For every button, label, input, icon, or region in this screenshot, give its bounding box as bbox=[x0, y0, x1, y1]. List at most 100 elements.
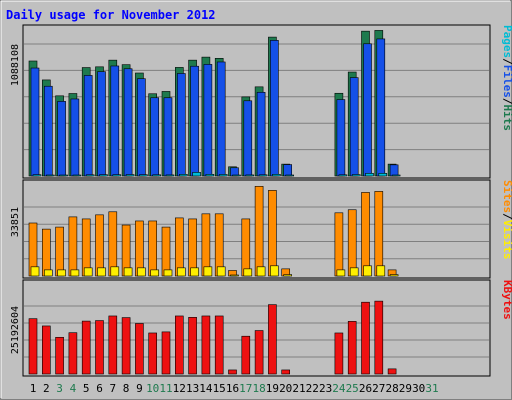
day-label: 17 bbox=[239, 382, 252, 395]
day-label: 16 bbox=[226, 382, 239, 395]
panel-visits: 33851 Sites/Visits bbox=[10, 179, 512, 279]
max-value-label: 25192604 bbox=[10, 306, 21, 354]
day-label: 18 bbox=[252, 382, 265, 395]
bar-files-6 bbox=[97, 71, 106, 177]
bar-kbytes-6 bbox=[95, 320, 104, 375]
bar-files-25 bbox=[349, 77, 359, 177]
bar-sites-2 bbox=[43, 269, 53, 277]
bar-sites-28 bbox=[389, 274, 399, 277]
bar-pages-7 bbox=[112, 174, 122, 177]
day-label: 27 bbox=[372, 382, 385, 395]
day-label: 20 bbox=[279, 382, 292, 395]
bar-kbytes-24 bbox=[334, 332, 344, 375]
day-label: 13 bbox=[186, 382, 199, 395]
bar-pages-12 bbox=[179, 174, 188, 177]
day-label: 29 bbox=[399, 382, 412, 395]
bar-pages-8 bbox=[125, 174, 135, 177]
day-label: 11 bbox=[159, 382, 172, 395]
bar-pages-13 bbox=[192, 172, 201, 177]
bar-kbytes-27 bbox=[374, 300, 384, 375]
bar-sites-8 bbox=[123, 267, 133, 277]
bar-visits-27 bbox=[374, 191, 384, 277]
bar-sites-18 bbox=[256, 266, 266, 277]
side-label-part: / bbox=[501, 98, 512, 105]
side-label-part: Files bbox=[501, 65, 512, 98]
bar-kbytes-14 bbox=[201, 315, 211, 375]
bar-visits-6 bbox=[95, 214, 104, 277]
side-label-part: / bbox=[501, 58, 512, 65]
day-label: 26 bbox=[359, 382, 372, 395]
day-label: 31 bbox=[425, 382, 438, 395]
bar-kbytes-20 bbox=[281, 369, 291, 375]
bar-kbytes-4 bbox=[68, 332, 78, 375]
bar-visits-5 bbox=[81, 218, 91, 277]
bar-kbytes-18 bbox=[254, 330, 264, 375]
bar-files-2 bbox=[43, 85, 53, 177]
bar-files-28 bbox=[389, 164, 399, 177]
day-label: 23 bbox=[319, 382, 332, 395]
bar-files-8 bbox=[123, 68, 133, 177]
day-label: 25 bbox=[346, 382, 359, 395]
bar-files-7 bbox=[110, 65, 120, 177]
bar-kbytes-26 bbox=[361, 301, 370, 375]
bar-visits-26 bbox=[361, 192, 370, 277]
bar-kbytes-5 bbox=[81, 320, 91, 375]
bar-kbytes-2 bbox=[41, 325, 51, 375]
day-label: 9 bbox=[136, 382, 143, 395]
bar-pages-17 bbox=[245, 174, 255, 177]
bar-files-3 bbox=[57, 101, 66, 177]
bar-pages-1 bbox=[32, 174, 42, 177]
bar-sites-13 bbox=[190, 267, 199, 277]
bar-visits-10 bbox=[148, 220, 157, 277]
bar-kbytes-13 bbox=[188, 317, 197, 375]
bar-files-17 bbox=[243, 100, 253, 177]
bar-pages-9 bbox=[139, 174, 148, 177]
bar-pages-20 bbox=[285, 174, 295, 177]
bar-visits-17 bbox=[241, 218, 251, 277]
side-label-part: KBytes bbox=[501, 280, 512, 320]
bar-sites-12 bbox=[177, 267, 186, 277]
bar-files-14 bbox=[203, 64, 213, 177]
bar-sites-3 bbox=[57, 269, 66, 277]
bar-files-19 bbox=[270, 40, 279, 177]
bar-files-27 bbox=[376, 38, 386, 177]
day-label: 21 bbox=[292, 382, 305, 395]
bar-kbytes-25 bbox=[347, 321, 357, 375]
bar-files-4 bbox=[70, 98, 80, 177]
day-label: 28 bbox=[385, 382, 398, 395]
bar-kbytes-15 bbox=[214, 315, 224, 375]
day-label: 7 bbox=[109, 382, 116, 395]
bar-kbytes-9 bbox=[135, 323, 144, 375]
bar-sites-11 bbox=[163, 269, 173, 277]
day-label: 4 bbox=[70, 382, 77, 395]
bar-kbytes-16 bbox=[228, 369, 237, 375]
bar-kbytes-8 bbox=[121, 317, 131, 375]
bar-sites-24 bbox=[336, 269, 346, 277]
bar-files-5 bbox=[83, 75, 93, 177]
bar-kbytes-1 bbox=[28, 318, 38, 375]
bar-files-1 bbox=[30, 67, 40, 177]
bar-pages-4 bbox=[72, 174, 82, 177]
side-label-kbytes: KBytes bbox=[501, 280, 512, 320]
bar-pages-28 bbox=[391, 174, 401, 177]
bar-pages-2 bbox=[45, 174, 55, 177]
bar-pages-25 bbox=[351, 174, 361, 177]
bar-sites-16 bbox=[230, 274, 239, 277]
day-label: 14 bbox=[199, 382, 213, 395]
bar-files-9 bbox=[137, 78, 146, 177]
bar-sites-5 bbox=[83, 267, 93, 277]
bar-pages-5 bbox=[85, 174, 95, 177]
side-label-hits: Pages/Files/Hits bbox=[501, 25, 512, 131]
day-label: 22 bbox=[306, 382, 319, 395]
bar-sites-6 bbox=[97, 267, 106, 277]
bar-sites-15 bbox=[216, 266, 226, 277]
day-label: 19 bbox=[266, 382, 279, 395]
day-label: 24 bbox=[332, 382, 346, 395]
bar-visits-2 bbox=[41, 228, 51, 277]
max-value-label: 1088108 bbox=[10, 44, 21, 86]
day-label: 15 bbox=[213, 382, 226, 395]
bar-files-26 bbox=[363, 43, 372, 177]
bar-sites-17 bbox=[243, 268, 253, 277]
side-label-part: Pages bbox=[501, 25, 512, 58]
